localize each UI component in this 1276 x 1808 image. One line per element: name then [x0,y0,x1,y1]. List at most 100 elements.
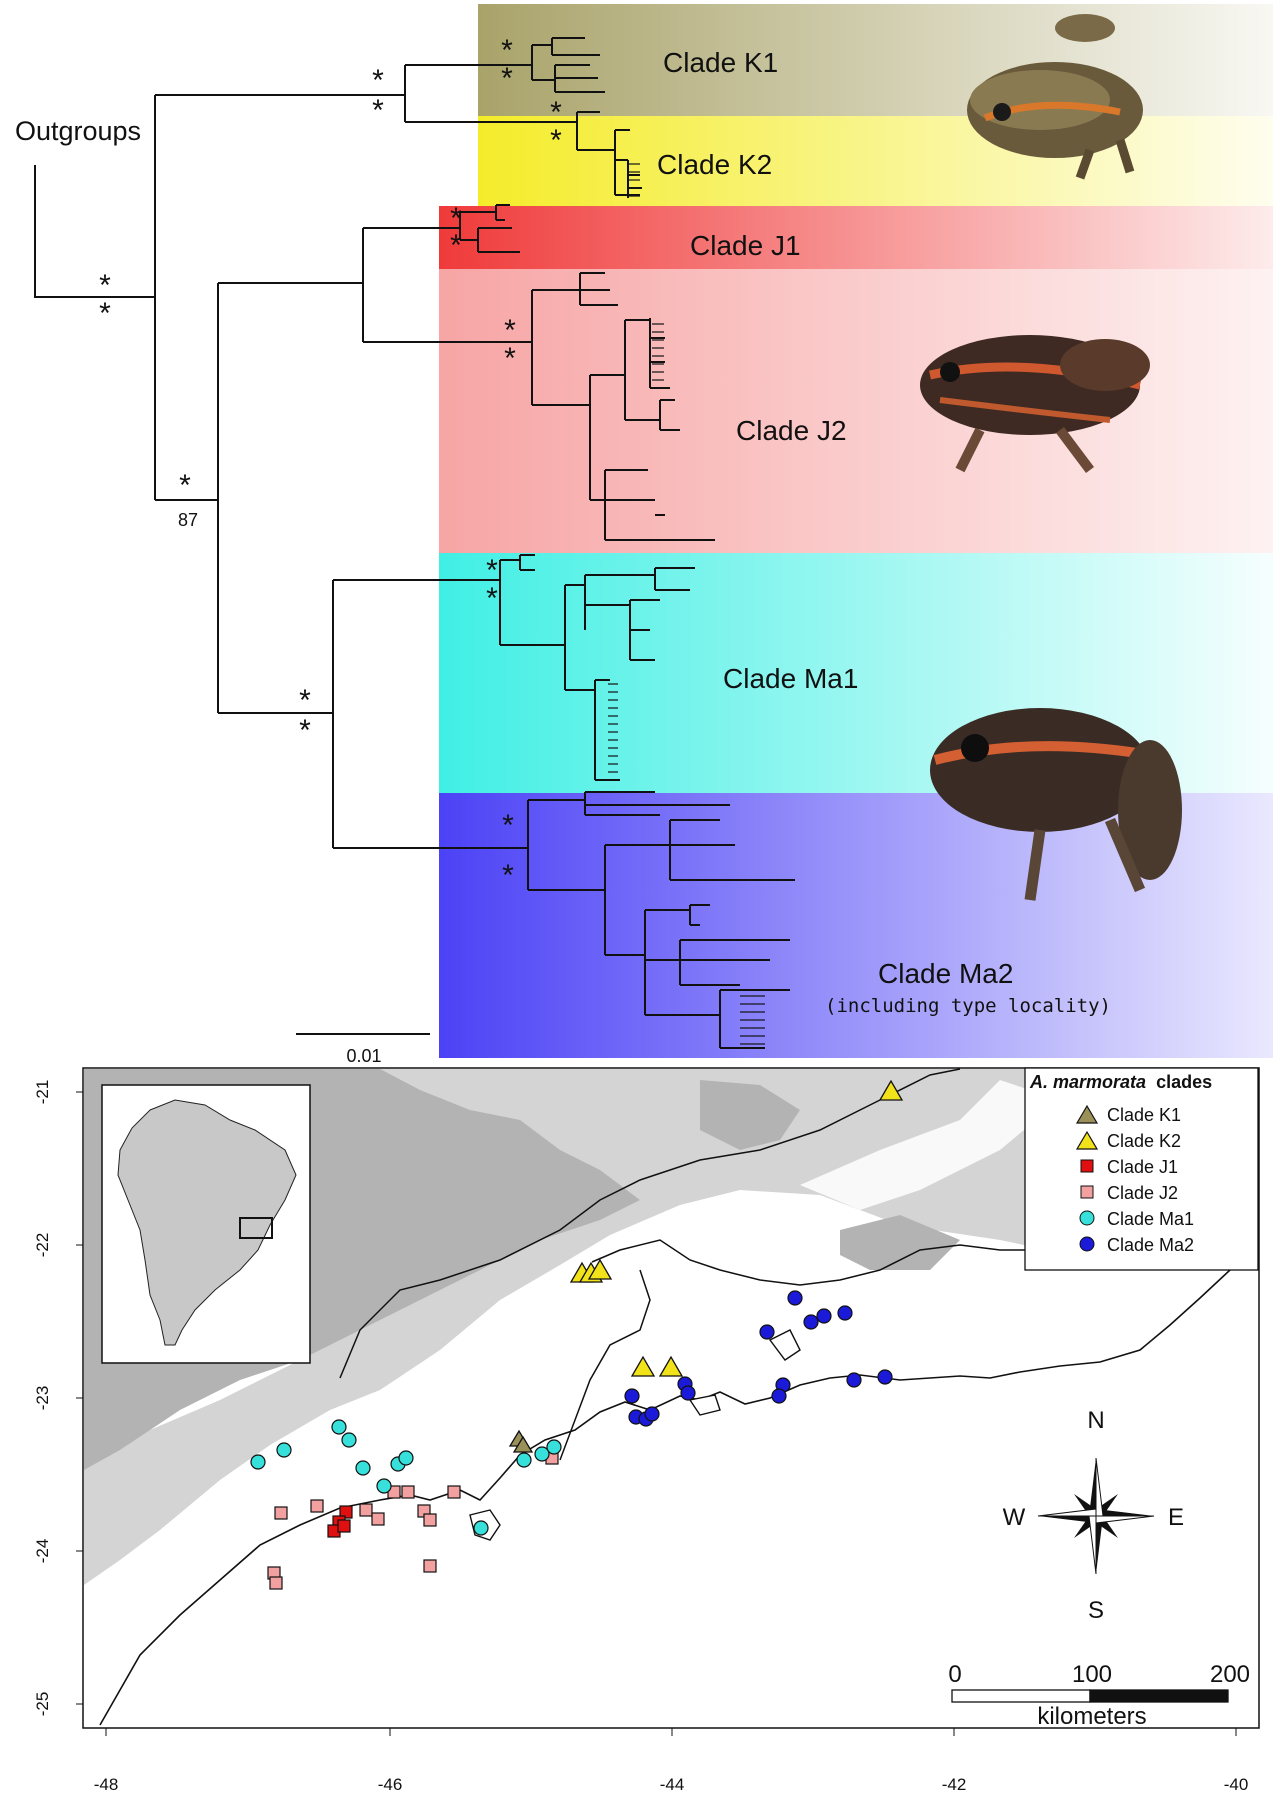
band-k2 [478,116,1273,206]
localities-j1 [327,1505,353,1538]
support-star: * [502,809,514,842]
clade-label-j2: Clade J2 [736,415,847,446]
support-star: * [502,859,514,892]
compass-north: N [1087,1407,1104,1434]
compass-rose: N S E W [1003,1407,1184,1624]
elevation-white-patch-2 [800,1080,1060,1210]
marker-ma2 [624,1388,640,1404]
legend-label: Clade Ma1 [1107,1209,1194,1229]
y-tick-label: -22 [33,1233,52,1258]
marker-ma1 [376,1478,392,1494]
map: -48 -46 -44 -42 -40 -21 -22 -23 -24 -25 [33,1067,1260,1794]
support-star: * [372,94,384,127]
marker-j2 [371,1512,385,1526]
marker-j1 [337,1519,351,1533]
y-tick-label: -23 [33,1386,52,1411]
elevation-dark-3 [840,1215,960,1270]
marker-ma1 [398,1450,414,1466]
state-border [591,1239,1040,1286]
legend-symbol-k2 [1075,1130,1099,1150]
localities-ma2 [624,1290,893,1427]
scale-unit: kilometers [1037,1703,1146,1730]
marker-j2 [401,1485,415,1499]
south-america-inset [101,1084,311,1364]
elevation-dark-2 [700,1080,800,1150]
coastline [99,1254,1259,1726]
clade-ma2-note: (including type locality) [825,995,1111,1017]
support-value-87: 87 [178,510,198,530]
scale-label: 200 [1210,1661,1250,1688]
scale-label: 100 [1072,1661,1112,1688]
support-star: * [501,62,513,95]
ocean [84,1255,1258,1727]
support-star: * [504,342,516,375]
y-tick-label: -24 [33,1539,52,1564]
clade-label-ma1: Clade Ma1 [723,663,858,694]
map-legend: A. marmorata clades Clade K1 Clade K2 Cl… [1024,1067,1259,1271]
support-values: * * * * * * * * * * * * * * * * * * * [99,34,562,892]
legend-title: clades [1156,1072,1212,1092]
marker-j2 [310,1499,324,1513]
marker-k2 [587,1258,613,1280]
support-star: * [550,124,562,157]
x-tick-label: -42 [942,1775,967,1794]
localities-k1 [508,1429,534,1453]
tree-scale-value: 0.01 [346,1046,381,1066]
compass-east: E [1168,1504,1184,1531]
compass-west: W [1003,1504,1026,1531]
clade-label-j1: Clade J1 [690,230,801,261]
state-border [339,1068,961,1379]
support-star: * [299,684,311,717]
support-star: * [99,297,111,330]
marker-ma2 [837,1305,853,1321]
marker-j2 [274,1506,288,1520]
marker-ma1 [473,1520,489,1536]
compass-south: S [1088,1597,1104,1624]
marker-ma2 [759,1324,775,1340]
support-star: * [486,582,498,615]
legend-symbol-ma2 [1079,1236,1095,1252]
clade-label-ma2: Clade Ma2 [878,958,1013,989]
support-star: * [99,269,111,302]
phylogeny-tree [34,37,795,1049]
legend-label: Clade K2 [1107,1131,1181,1151]
legend-title-italic: A. marmorata [1029,1072,1146,1092]
y-tick-label: -25 [33,1692,52,1717]
legend-label: Clade K1 [1107,1105,1181,1125]
marker-j2 [269,1576,283,1590]
marker-ma2 [816,1308,832,1324]
band-k1 [478,4,1273,116]
outgroups-label: Outgroups [15,116,141,146]
island [688,1394,721,1416]
support-star: * [372,64,384,97]
tree-scale-bar: 0.01 [296,1033,430,1066]
state-border [559,1269,651,1461]
marker-k2 [658,1355,684,1377]
marker-ma1 [331,1419,347,1435]
legend-label: Clade Ma2 [1107,1235,1194,1255]
marker-ma1 [341,1432,357,1448]
support-star: * [179,469,191,502]
support-star: * [501,34,513,67]
legend-symbol-j1 [1080,1159,1094,1173]
frog-photo-j [920,335,1150,473]
y-tick-label: -21 [33,1080,52,1105]
band-j2 [439,269,1273,553]
legend-label: Clade J2 [1107,1183,1178,1203]
marker-k1 [512,1435,534,1453]
marker-ma2 [680,1385,696,1401]
marker-ma1 [355,1460,371,1476]
marker-ma2 [877,1369,893,1385]
bay [768,1329,801,1361]
legend-symbol-j2 [1080,1185,1094,1199]
support-star: * [504,314,516,347]
x-tick-label: -40 [1224,1775,1249,1794]
localities-j2 [267,1451,559,1590]
marker-ma2 [644,1406,660,1422]
marker-ma2 [803,1314,819,1330]
marker-ma2 [787,1290,803,1306]
marker-j2 [447,1485,461,1499]
support-star: * [299,714,311,747]
frog-photo-ma [930,708,1182,901]
